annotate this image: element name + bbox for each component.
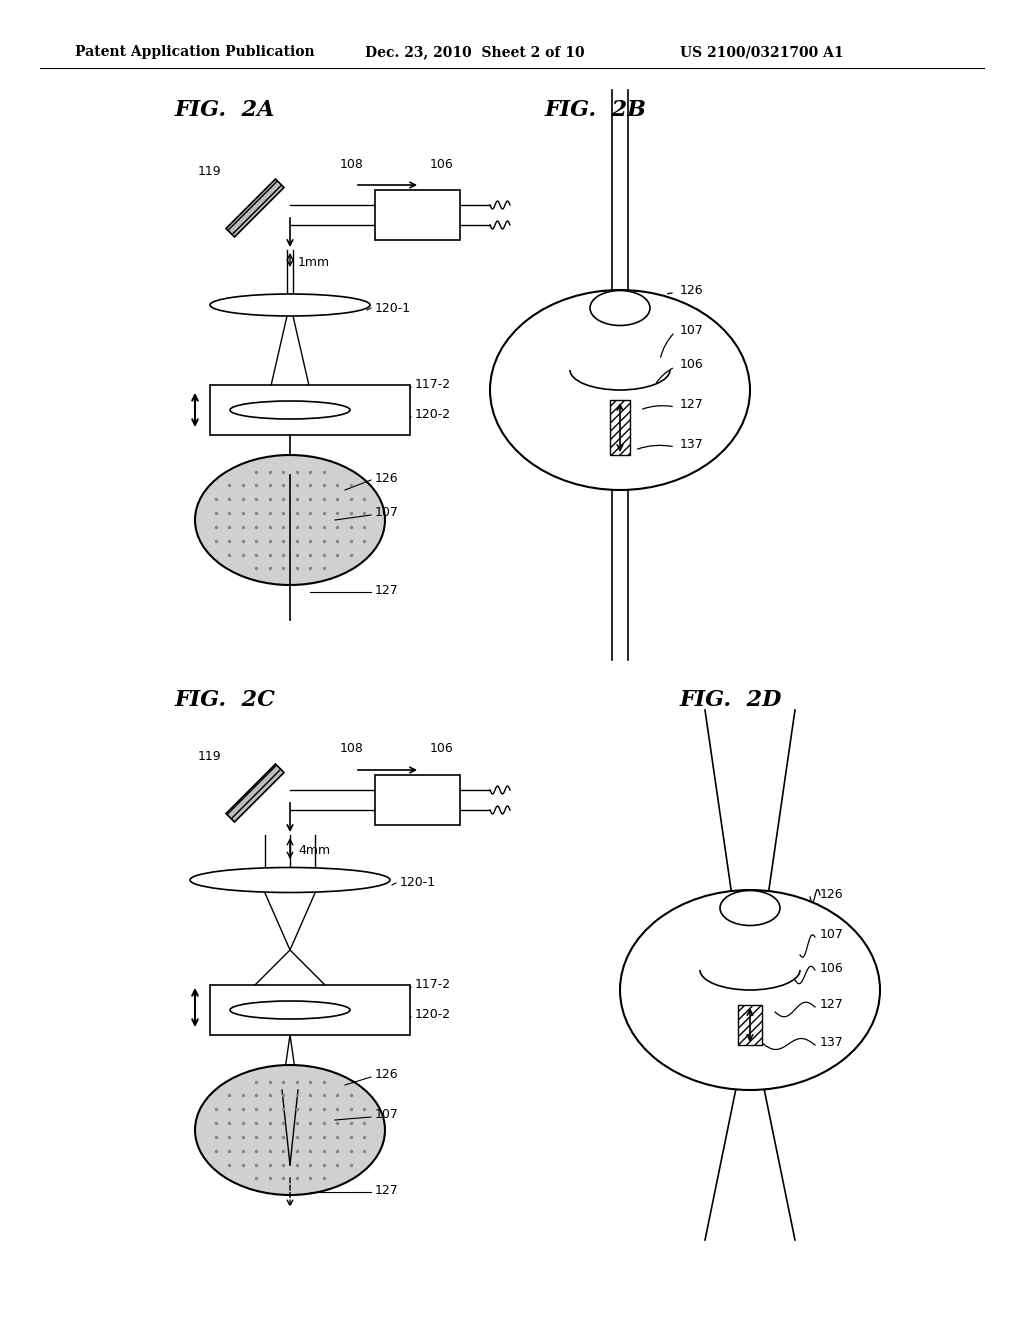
- Text: 107: 107: [375, 1109, 399, 1122]
- Text: FIG.  2C: FIG. 2C: [175, 689, 275, 711]
- Text: 108: 108: [340, 742, 364, 755]
- Ellipse shape: [195, 455, 385, 585]
- Text: 137: 137: [820, 1036, 844, 1049]
- Text: Dec. 23, 2010  Sheet 2 of 10: Dec. 23, 2010 Sheet 2 of 10: [365, 45, 585, 59]
- Text: 126: 126: [375, 1068, 398, 1081]
- Text: 126: 126: [820, 888, 844, 902]
- Text: 106: 106: [680, 359, 703, 371]
- Text: FIG.  2D: FIG. 2D: [680, 689, 782, 711]
- Ellipse shape: [490, 290, 750, 490]
- Text: 4mm: 4mm: [298, 843, 330, 857]
- Bar: [610, 400, 630, 455]
- Bar: [210, 985, 410, 1035]
- Text: 127: 127: [375, 583, 398, 597]
- Text: 107: 107: [820, 928, 844, 941]
- Text: 108: 108: [340, 158, 364, 172]
- Text: 136: 136: [411, 796, 434, 809]
- Bar: [375, 775, 460, 825]
- Ellipse shape: [190, 867, 390, 892]
- Text: 127: 127: [820, 998, 844, 1011]
- Ellipse shape: [590, 290, 650, 326]
- Polygon shape: [226, 180, 284, 238]
- Text: 126: 126: [680, 284, 703, 297]
- Text: US 2100/0321700 A1: US 2100/0321700 A1: [680, 45, 844, 59]
- Text: FIG.  2A: FIG. 2A: [175, 99, 275, 121]
- Text: 120-1: 120-1: [375, 301, 411, 314]
- Text: 1mm: 1mm: [298, 256, 330, 268]
- Text: 126: 126: [375, 471, 398, 484]
- Bar: [210, 385, 410, 436]
- Text: 137: 137: [680, 438, 703, 451]
- Ellipse shape: [195, 1065, 385, 1195]
- Text: 119: 119: [198, 165, 221, 178]
- Text: 106: 106: [820, 961, 844, 974]
- Ellipse shape: [230, 401, 350, 418]
- Text: 106: 106: [430, 158, 454, 172]
- Text: 117-2: 117-2: [415, 379, 452, 392]
- Bar: [738, 1005, 762, 1045]
- Text: 127: 127: [375, 1184, 398, 1196]
- Ellipse shape: [620, 890, 880, 1090]
- Text: 120-2: 120-2: [415, 1008, 452, 1022]
- Text: 120-1: 120-1: [400, 876, 436, 890]
- Text: 117-2: 117-2: [415, 978, 452, 991]
- Text: 106: 106: [430, 742, 454, 755]
- Ellipse shape: [230, 1001, 350, 1019]
- Text: FIG.  2B: FIG. 2B: [545, 99, 647, 121]
- Text: 119: 119: [198, 750, 221, 763]
- Text: Patent Application Publication: Patent Application Publication: [75, 45, 314, 59]
- Text: 120-2: 120-2: [415, 408, 452, 421]
- Text: 107: 107: [680, 323, 703, 337]
- Bar: [375, 190, 460, 240]
- Text: 136: 136: [411, 211, 434, 224]
- Text: 107: 107: [375, 507, 399, 520]
- Ellipse shape: [720, 891, 780, 925]
- Polygon shape: [226, 764, 284, 822]
- Ellipse shape: [210, 294, 370, 315]
- Text: 127: 127: [680, 399, 703, 412]
